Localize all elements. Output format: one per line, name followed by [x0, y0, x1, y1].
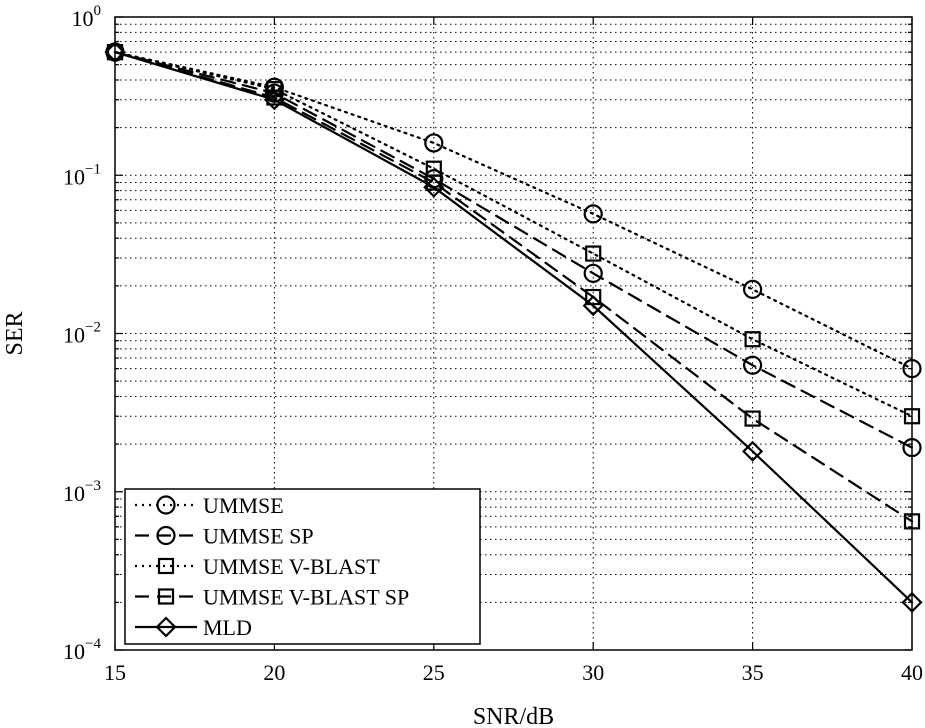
legend-marker: [155, 616, 177, 638]
data-point: [585, 245, 602, 262]
data-point: [582, 295, 604, 317]
tick-labels: 15 20 25 30 35 40 100 10−1 10−2 10−3 10−4: [63, 3, 923, 685]
legend-label: UMMSE SP: [203, 524, 314, 549]
data-point: [742, 279, 763, 299]
legend-marker: [157, 557, 175, 575]
x-tick-label: 20: [263, 660, 285, 685]
legend-entry: UMMSE V-BLAST: [135, 554, 380, 579]
data-point: [264, 83, 284, 103]
y-tick-label: 10−2: [63, 320, 101, 348]
data-point: [583, 204, 603, 224]
legend-entry: MLD: [135, 615, 252, 640]
legend-marker: [157, 588, 175, 605]
series-line: [113, 51, 914, 370]
series-1: [105, 42, 922, 458]
x-tick-label: 30: [582, 660, 604, 685]
data-point: [266, 81, 283, 98]
data-point: [744, 331, 761, 348]
series-line: [113, 51, 914, 449]
grid-lines: [115, 17, 912, 650]
x-axis-label: SNR/dB: [473, 704, 554, 728]
x-tick-label: 35: [742, 660, 764, 685]
legend-label: UMMSE: [203, 493, 284, 518]
data-point: [744, 410, 761, 427]
legend-marker: [156, 525, 176, 546]
x-tick-label: 40: [901, 660, 923, 685]
legend-entry: UMMSE: [135, 493, 284, 518]
legend-label: MLD: [203, 615, 252, 640]
y-tick-label: 100: [72, 3, 102, 31]
legend-entry: UMMSE SP: [135, 524, 314, 549]
data-point: [424, 133, 444, 153]
data-point: [583, 263, 603, 283]
legend-label: UMMSE V-BLAST SP: [203, 585, 409, 610]
x-tick-label: 25: [423, 660, 445, 685]
data-point: [585, 288, 602, 306]
data-point: [425, 160, 442, 177]
series-0: [105, 42, 922, 379]
legend-label: UMMSE V-BLAST: [203, 554, 380, 579]
y-tick-label: 10−4: [63, 636, 101, 664]
series-line: [113, 51, 914, 604]
axis-ticks: [114, 16, 913, 651]
y-tick-label: 10−1: [63, 161, 101, 189]
legend-entry: UMMSE V-BLAST SP: [135, 585, 409, 610]
series-4: [104, 41, 923, 613]
legend: UMMSE UMMSE SP UMMSE V-BLAST UMMSE V-BLAST …: [124, 488, 481, 645]
data-point: [742, 355, 763, 375]
data-point: [423, 176, 445, 198]
data-point: [742, 440, 764, 462]
series-line: [113, 51, 914, 523]
series-line: [113, 51, 914, 418]
x-tick-label: 15: [104, 660, 126, 685]
y-axis-label: SER: [2, 311, 28, 355]
legend-marker: [156, 495, 176, 515]
data-point: [263, 89, 285, 111]
y-tick-label: 10−3: [63, 478, 101, 506]
series-2: [106, 44, 921, 425]
series-3: [106, 44, 921, 530]
